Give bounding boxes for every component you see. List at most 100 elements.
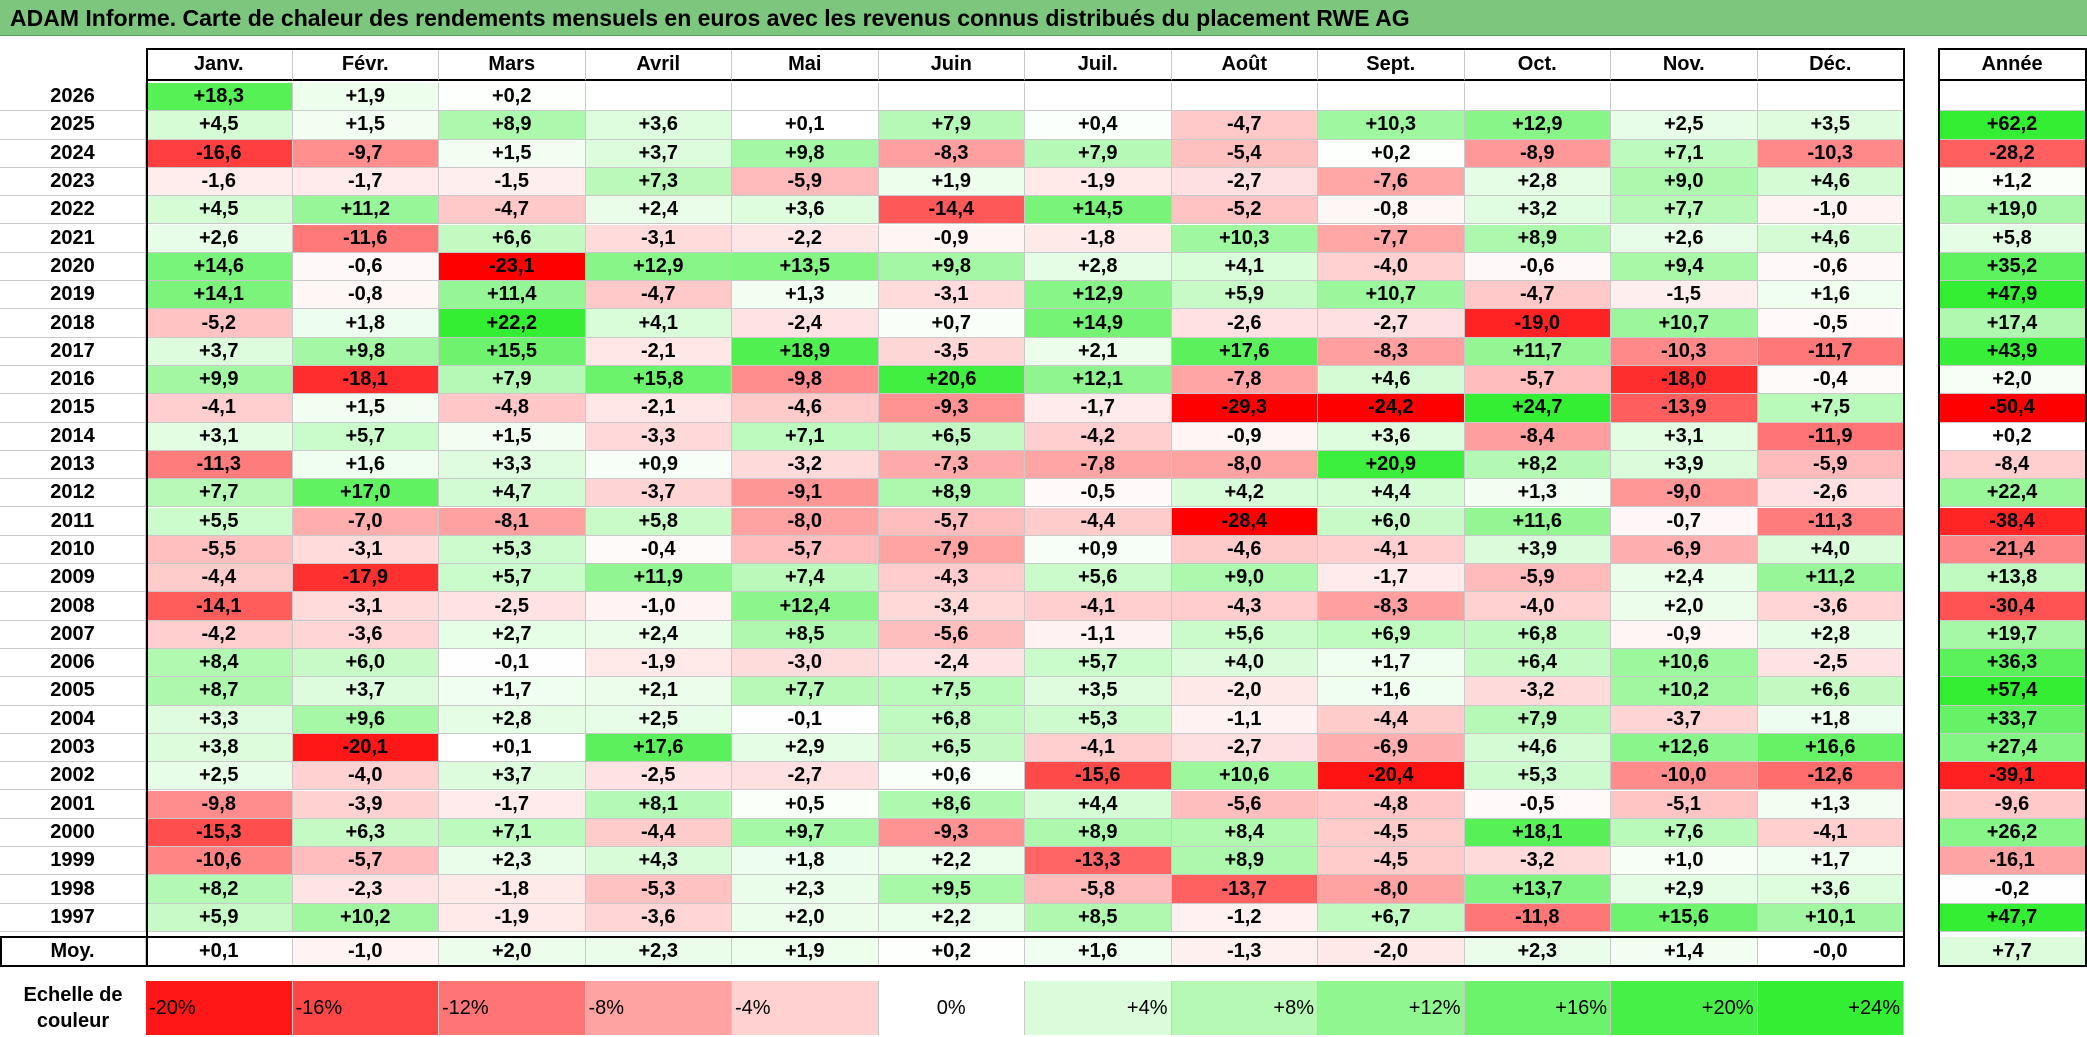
heatmap-cell: -3,9 bbox=[292, 790, 439, 819]
heatmap-cell: +15,8 bbox=[585, 366, 732, 395]
year-label: 2012 bbox=[0, 479, 146, 508]
heatmap-cell: -0,8 bbox=[292, 281, 439, 310]
heatmap-cell: +8,2 bbox=[1464, 450, 1611, 480]
year-label: 2019 bbox=[0, 281, 146, 310]
heatmap-cell: +2,4 bbox=[1611, 564, 1758, 593]
heatmap-cell: -4,1 bbox=[1318, 535, 1465, 565]
heatmap-cell: -5,9 bbox=[732, 167, 879, 197]
heatmap-cell: -23,1 bbox=[439, 252, 586, 282]
heatmap-cell: +7,3 bbox=[585, 167, 732, 197]
heatmap-cell: +7,9 bbox=[1464, 705, 1611, 734]
heatmap-cell: -6,9 bbox=[1611, 535, 1758, 565]
heatmap-cell: -3,1 bbox=[585, 224, 732, 253]
heatmap-cell: +0,2 bbox=[439, 83, 586, 112]
heatmap-cell: +5,9 bbox=[146, 903, 293, 932]
heatmap-cell: +0,4 bbox=[1025, 111, 1172, 140]
heatmap-cell: +7,5 bbox=[1757, 394, 1904, 423]
heatmap-cell: +2,6 bbox=[1611, 224, 1758, 253]
heatmap-cell: +8,1 bbox=[585, 790, 732, 819]
heatmap-cell: +4,7 bbox=[439, 479, 586, 508]
heatmap-cell: +9,4 bbox=[1611, 252, 1758, 282]
heatmap-cell: -4,4 bbox=[146, 564, 293, 593]
heatmap-cell: +8,9 bbox=[1025, 818, 1172, 848]
heatmap-cell: +8,2 bbox=[146, 875, 293, 904]
heatmap-cell: +2,6 bbox=[146, 224, 293, 253]
year-label: 2016 bbox=[0, 366, 146, 395]
heatmap-cell: -4,7 bbox=[1464, 281, 1611, 310]
annual-cell: +62,2 bbox=[1938, 111, 2087, 140]
heatmap-cell: +4,1 bbox=[585, 309, 732, 338]
color-scale-label-line1: Echelle de bbox=[23, 984, 123, 1006]
heatmap-cell: +7,5 bbox=[878, 677, 1025, 706]
heatmap-cell: -28,4 bbox=[1171, 507, 1318, 536]
heatmap-cell: -0,5 bbox=[1757, 309, 1904, 338]
heatmap-cell: +2,5 bbox=[146, 762, 293, 791]
heatmap-cell: +2,9 bbox=[732, 733, 879, 763]
heatmap-cell: -2,0 bbox=[1171, 677, 1318, 706]
heatmap-cell: +2,4 bbox=[585, 620, 732, 649]
year-label: 2001 bbox=[0, 790, 146, 819]
heatmap-cell: -2,2 bbox=[732, 224, 879, 253]
year-total-header: Année bbox=[1938, 48, 2087, 81]
heatmap-cell: +10,1 bbox=[1757, 903, 1904, 932]
heatmap-cell: +2,8 bbox=[439, 705, 586, 734]
heatmap-cell: -16,6 bbox=[146, 139, 293, 168]
heatmap-cell: -2,3 bbox=[292, 875, 439, 904]
heatmap-cell: +1,3 bbox=[732, 281, 879, 310]
heatmap-cell: +5,7 bbox=[439, 564, 586, 593]
heatmap-cell: -9,0 bbox=[1611, 479, 1758, 508]
annual-cell: +36,3 bbox=[1938, 649, 2087, 678]
color-scale-label-line2: couleur bbox=[36, 1010, 110, 1032]
heatmap-cell: -0,6 bbox=[1757, 252, 1904, 282]
heatmap-cell: -7,6 bbox=[1318, 167, 1465, 197]
heatmap-cell: +3,6 bbox=[585, 111, 732, 140]
month-header: Mars bbox=[439, 48, 586, 81]
heatmap-cell: +3,1 bbox=[146, 422, 293, 451]
heatmap-cell: -14,1 bbox=[146, 592, 293, 621]
heatmap-cell: +9,8 bbox=[292, 337, 439, 366]
heatmap-cell: +9,5 bbox=[878, 875, 1025, 904]
heatmap-cell: -1,1 bbox=[1171, 705, 1318, 734]
heatmap-cell: +9,0 bbox=[1171, 564, 1318, 593]
heatmap-cell: +9,7 bbox=[732, 818, 879, 848]
heatmap-cell: +0,9 bbox=[585, 450, 732, 480]
heatmap-cell: +9,9 bbox=[146, 366, 293, 395]
heatmap-cell: -2,4 bbox=[878, 649, 1025, 678]
heatmap-cell: +7,7 bbox=[1611, 196, 1758, 225]
heatmap-cell: +11,7 bbox=[1464, 337, 1611, 366]
heatmap-cell: +10,2 bbox=[1611, 677, 1758, 706]
heatmap-cell: -3,6 bbox=[585, 903, 732, 932]
heatmap-cell: -1,8 bbox=[439, 875, 586, 904]
year-label: 2008 bbox=[0, 592, 146, 621]
color-scale-stop: +8% bbox=[1171, 981, 1318, 1035]
color-scale-stop: +24% bbox=[1757, 981, 1904, 1035]
heatmap-cell: +7,7 bbox=[146, 479, 293, 508]
heatmap-cell: -5,6 bbox=[878, 620, 1025, 649]
heatmap-cell: -5,7 bbox=[878, 507, 1025, 536]
annual-cell: +33,7 bbox=[1938, 705, 2087, 734]
heatmap-cell: +3,7 bbox=[585, 139, 732, 168]
heatmap-cell: +10,3 bbox=[1171, 224, 1318, 253]
heatmap-cell: +3,5 bbox=[1025, 677, 1172, 706]
heatmap-cell: -10,0 bbox=[1611, 762, 1758, 791]
average-cell: +1,9 bbox=[732, 937, 879, 967]
heatmap-cell: +12,9 bbox=[585, 252, 732, 282]
heatmap-cell: +3,3 bbox=[439, 450, 586, 480]
heatmap-cell: +6,8 bbox=[878, 705, 1025, 734]
heatmap-cell: -8,3 bbox=[1318, 592, 1465, 621]
heatmap-cell: -5,4 bbox=[1171, 139, 1318, 168]
heatmap-cell: -9,8 bbox=[146, 790, 293, 819]
heatmap-cell: +2,8 bbox=[1025, 252, 1172, 282]
year-label: 2018 bbox=[0, 309, 146, 338]
heatmap-cell: -19,0 bbox=[1464, 309, 1611, 338]
heatmap-cell: +14,1 bbox=[146, 281, 293, 310]
heatmap-cell: -2,5 bbox=[1757, 649, 1904, 678]
heatmap-cell: +4,4 bbox=[1318, 479, 1465, 508]
year-label: 2015 bbox=[0, 394, 146, 423]
heatmap-cell: +7,7 bbox=[732, 677, 879, 706]
heatmap-cell: -9,8 bbox=[732, 366, 879, 395]
color-scale-stop: -12% bbox=[439, 981, 586, 1035]
heatmap-cell: -3,5 bbox=[878, 337, 1025, 366]
month-header: Nov. bbox=[1611, 48, 1758, 81]
heatmap-cell: -0,9 bbox=[1171, 422, 1318, 451]
